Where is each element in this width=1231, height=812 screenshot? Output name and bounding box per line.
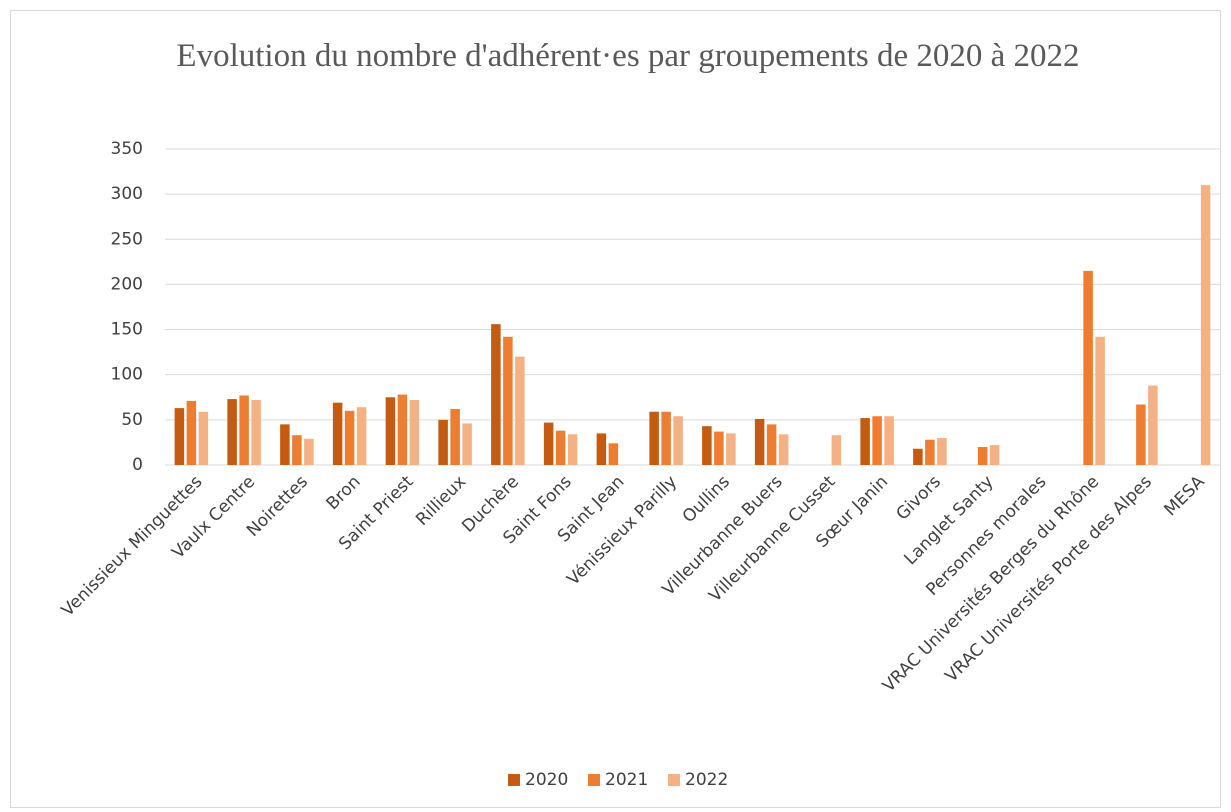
bar <box>409 399 420 465</box>
bar <box>186 400 197 465</box>
bar <box>913 448 923 465</box>
bar <box>491 324 501 465</box>
bar <box>608 443 619 465</box>
bar <box>872 416 882 465</box>
bar <box>1148 385 1158 465</box>
bar <box>778 434 789 465</box>
bar <box>567 434 578 465</box>
bar <box>884 416 894 465</box>
chart-border <box>10 10 1221 808</box>
bar <box>977 446 988 465</box>
legend-swatch <box>508 774 520 786</box>
y-tick-label: 100 <box>111 365 143 385</box>
legend-swatch <box>588 774 600 786</box>
bar <box>989 445 1000 465</box>
bar <box>292 435 302 465</box>
y-tick-label: 350 <box>111 139 143 159</box>
y-tick-label: 200 <box>111 274 143 294</box>
bar <box>1095 336 1105 465</box>
bar <box>555 430 566 465</box>
bar <box>673 416 683 465</box>
bar <box>344 410 355 465</box>
bar <box>239 395 249 465</box>
bar <box>766 424 777 465</box>
bar <box>754 418 765 465</box>
bar <box>925 439 935 465</box>
bar <box>462 423 472 465</box>
y-tick-label: 150 <box>111 320 143 340</box>
bar <box>251 399 261 465</box>
bar <box>198 411 209 465</box>
bar <box>280 424 290 465</box>
bar <box>937 437 947 465</box>
bar <box>543 422 554 465</box>
bar <box>726 433 736 465</box>
bar <box>450 409 460 465</box>
bar <box>702 426 712 465</box>
y-tick-label: 50 <box>121 410 143 430</box>
bar <box>831 435 842 465</box>
bar <box>649 411 659 465</box>
bar <box>515 356 525 465</box>
bar <box>304 438 314 465</box>
legend-label: 2022 <box>685 770 728 790</box>
bar <box>356 407 367 465</box>
bar <box>438 419 448 465</box>
bar <box>596 433 607 465</box>
bar <box>385 397 396 465</box>
y-tick-label: 250 <box>111 229 143 249</box>
legend-label: 2020 <box>525 770 568 790</box>
y-tick-label: 0 <box>132 455 143 475</box>
chart-title: Evolution du nombre d'adhérent·es par gr… <box>176 38 1080 74</box>
bar <box>174 408 185 465</box>
y-tick-label: 300 <box>111 184 143 204</box>
bar <box>1083 270 1093 465</box>
bar <box>860 418 870 465</box>
bar <box>227 399 237 465</box>
legend-label: 2021 <box>605 770 648 790</box>
legend-swatch <box>668 774 680 786</box>
bar <box>503 336 513 465</box>
bar <box>397 394 408 465</box>
bar <box>714 431 724 465</box>
bar <box>1136 404 1146 465</box>
bar <box>661 411 671 465</box>
bar <box>1200 185 1211 465</box>
bar <box>332 402 343 465</box>
